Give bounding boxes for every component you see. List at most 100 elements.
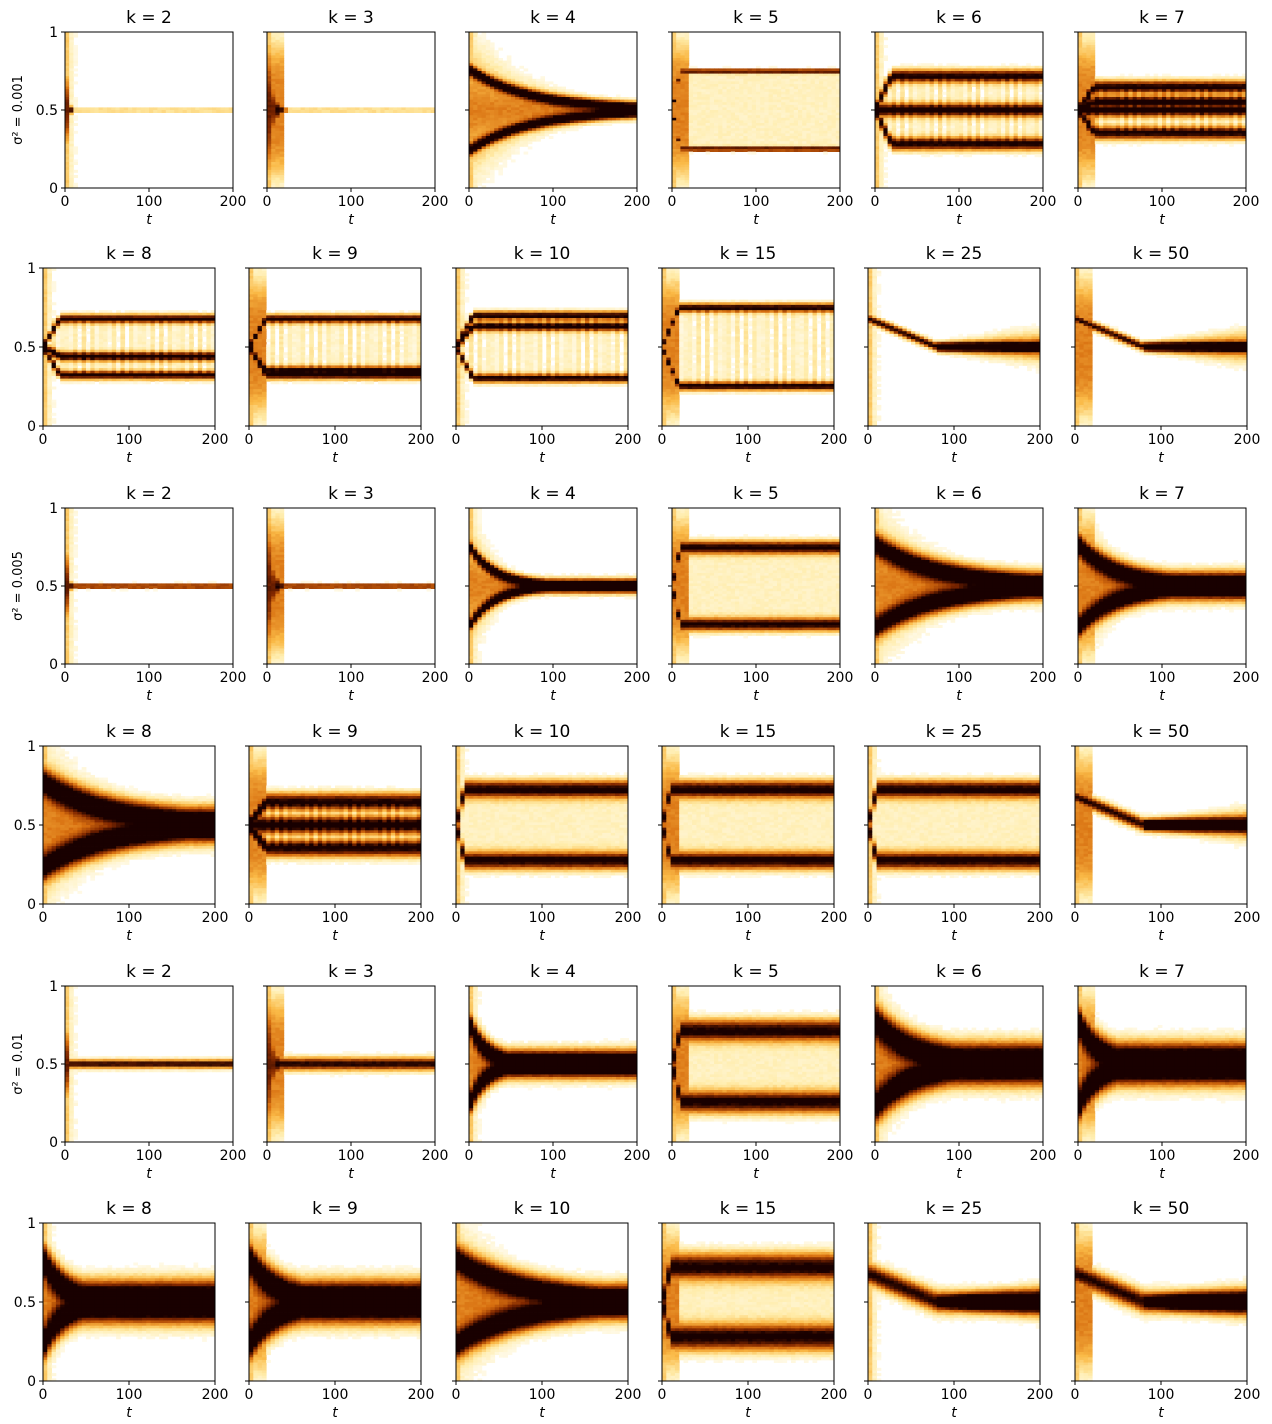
heatmap-cell [73, 107, 78, 111]
heatmap-cell [632, 115, 637, 119]
heatmap-cell [959, 115, 964, 119]
heatmap-cell [714, 112, 719, 116]
heatmap-cell [672, 32, 677, 35]
heatmap-cell [1111, 99, 1117, 103]
heatmap-cell [1132, 133, 1138, 137]
heatmap-cell [511, 99, 516, 103]
heatmap-cell [1001, 65, 1006, 69]
heatmap-cell [569, 117, 575, 121]
heatmap-cell [904, 112, 909, 116]
heatmap-cell [1034, 76, 1040, 80]
heatmap-cell [313, 107, 318, 111]
heatmap-cell [722, 84, 727, 87]
heatmap-cell [672, 71, 677, 74]
heatmap-cell [680, 151, 685, 155]
heatmap-cell [397, 110, 402, 113]
heatmap-cell [925, 110, 930, 113]
heatmap-cell [772, 115, 778, 119]
heatmap-cell [1038, 94, 1043, 98]
heatmap-cell [879, 143, 884, 147]
heatmap-cell [1022, 104, 1027, 108]
heatmap-cell [1001, 115, 1006, 119]
heatmap-cell [938, 117, 943, 121]
heatmap-cell [473, 71, 478, 74]
heatmap-cell [963, 110, 968, 113]
heatmap-cell [904, 136, 909, 139]
heatmap-cell [883, 175, 888, 178]
heatmap-cell [925, 63, 930, 67]
heatmap-cell [267, 120, 272, 124]
heatmap-cell [498, 172, 503, 176]
heatmap-cell [827, 123, 832, 126]
heatmap-cell [1034, 104, 1040, 108]
heatmap-cell [73, 162, 78, 165]
heatmap-cell [672, 55, 677, 59]
heatmap-cell [485, 172, 491, 176]
heatmap-cell [798, 107, 803, 111]
heatmap-cell [835, 71, 840, 74]
heatmap-cell [814, 112, 820, 116]
heatmap-cell [823, 73, 828, 77]
heatmap-cell [527, 73, 533, 77]
heatmap-cell [267, 102, 272, 106]
heatmap-cell [781, 84, 786, 87]
heatmap-cell [735, 125, 740, 129]
heatmap-cell [279, 63, 285, 67]
heatmap-cell [806, 133, 811, 137]
heatmap-cell [1078, 86, 1083, 90]
heatmap-cell [950, 141, 956, 145]
heatmap-cell [1124, 130, 1129, 134]
heatmap-cell [527, 125, 533, 129]
heatmap-cell [1094, 97, 1100, 100]
heatmap-cell [900, 143, 905, 147]
heatmap-cell [469, 76, 474, 80]
heatmap-cell [527, 76, 533, 80]
heatmap-cell [760, 143, 765, 147]
heatmap-cell [672, 159, 677, 163]
heatmap-cell [798, 86, 803, 90]
heatmap-cell [938, 65, 943, 69]
heatmap-cell [835, 133, 840, 137]
heatmap-cell [879, 180, 884, 184]
heatmap-cell [1094, 94, 1100, 98]
heatmap-cell [1078, 71, 1083, 74]
heatmap-cell [498, 94, 503, 98]
heatmap-cell [490, 104, 495, 108]
heatmap-cell [1090, 167, 1096, 171]
heatmap-cell [1013, 84, 1019, 87]
heatmap-cell [1030, 151, 1035, 155]
heatmap-cell [1026, 128, 1031, 132]
heatmap-cell [490, 169, 495, 173]
heatmap-cell [599, 97, 604, 100]
heatmap-cell [980, 136, 985, 139]
heatmap-cell [676, 52, 681, 56]
heatmap-cell [544, 125, 550, 129]
heatmap-cell [271, 123, 276, 126]
heatmap-cell [1030, 81, 1035, 85]
heatmap-cell [73, 50, 78, 54]
heatmap-cell [498, 146, 503, 150]
heatmap-cell [760, 97, 765, 100]
heatmap-cell [975, 110, 981, 113]
heatmap-cell [709, 125, 715, 129]
heatmap-cell [980, 73, 985, 77]
heatmap-cell [1132, 81, 1138, 85]
heatmap-cell [279, 73, 285, 77]
heatmap-cell [1082, 141, 1087, 145]
heatmap-cell [835, 78, 840, 82]
heatmap-cell [925, 143, 930, 147]
heatmap-cell [879, 84, 884, 87]
panel-title: k = 2 [126, 8, 172, 28]
heatmap-cell [896, 120, 901, 124]
heatmap-cell [722, 143, 727, 147]
heatmap-cell [684, 120, 690, 124]
heatmap-cell [275, 73, 280, 77]
heatmap-cell [912, 102, 918, 106]
heatmap-cell [607, 102, 613, 106]
heatmap-cell [823, 110, 828, 113]
heatmap-cell [996, 143, 1002, 147]
heatmap-cell [620, 112, 625, 116]
heatmap-cell [86, 110, 91, 113]
heatmap-cell [515, 76, 520, 80]
heatmap-cell [540, 110, 545, 113]
